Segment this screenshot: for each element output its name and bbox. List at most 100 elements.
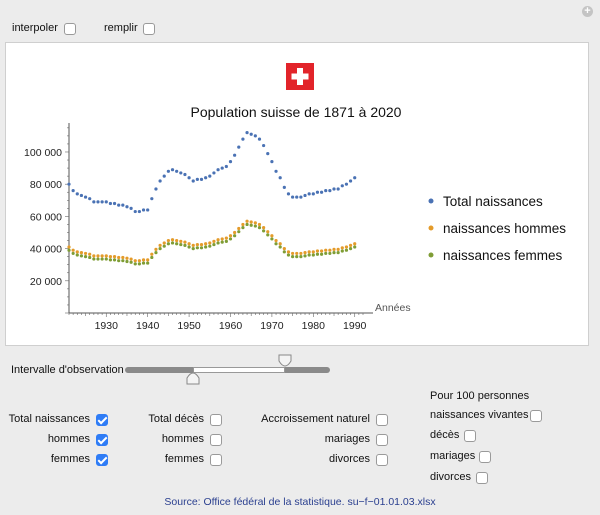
data-point xyxy=(133,259,137,263)
data-point xyxy=(319,252,324,256)
add-icon[interactable]: + xyxy=(582,6,593,17)
remplir-label: remplir xyxy=(104,22,138,34)
data-point xyxy=(212,242,216,247)
x-tick-label: 1980 xyxy=(302,320,326,332)
data-point xyxy=(324,189,328,193)
data-point xyxy=(291,251,295,256)
data-point xyxy=(137,262,141,266)
data-point xyxy=(307,253,311,257)
naissances-femmes-checkbox[interactable] xyxy=(96,454,108,466)
data-point xyxy=(100,200,104,204)
data-point xyxy=(307,250,311,254)
data-point xyxy=(104,254,108,258)
y-tick-label: 60 000 xyxy=(30,211,62,223)
data-point xyxy=(340,184,344,188)
data-point xyxy=(274,169,278,173)
accroissement-naturel-checkbox[interactable] xyxy=(376,414,388,426)
data-point xyxy=(295,251,299,256)
data-point xyxy=(104,200,108,204)
data-point xyxy=(129,206,133,210)
data-point xyxy=(216,238,220,242)
data-point xyxy=(83,255,88,259)
data-point xyxy=(245,222,249,227)
x-tick-label: 1950 xyxy=(177,320,201,332)
data-point xyxy=(187,242,191,246)
naissances-vivantes-checkbox[interactable] xyxy=(530,410,542,422)
data-point xyxy=(141,258,146,262)
data-point xyxy=(170,168,175,172)
slider-high-handle[interactable] xyxy=(277,354,293,370)
deces-femmes-checkbox[interactable] xyxy=(210,454,222,466)
data-point xyxy=(220,166,224,170)
data-point xyxy=(67,248,71,252)
naissances-hommes-checkbox[interactable] xyxy=(96,434,108,446)
legend-label: Total naissances xyxy=(443,194,543,209)
data-point xyxy=(162,174,166,178)
data-point xyxy=(88,255,92,260)
data-point xyxy=(253,221,257,225)
data-point xyxy=(117,203,121,207)
data-point xyxy=(220,240,224,244)
mariages-checkbox[interactable] xyxy=(376,434,388,446)
source-text: Source: Office fédéral de la statistique… xyxy=(164,496,436,508)
legend-marker xyxy=(428,225,434,231)
legend-label: naissances femmes xyxy=(443,248,563,263)
taux-deces-checkbox[interactable] xyxy=(464,430,476,442)
data-point xyxy=(191,179,195,183)
data-point xyxy=(154,251,158,255)
data-point xyxy=(241,226,245,230)
slider-low-handle[interactable] xyxy=(185,369,201,385)
total-naissances-checkbox[interactable] xyxy=(96,414,108,426)
taux-mariages-checkbox[interactable] xyxy=(479,451,491,463)
data-point xyxy=(319,190,324,194)
taux-divorces-checkbox[interactable] xyxy=(476,472,488,484)
data-point xyxy=(295,255,299,259)
data-point xyxy=(249,220,253,224)
deces-hommes-checkbox[interactable] xyxy=(210,434,222,446)
naissances-hommes-label: hommes xyxy=(47,433,90,445)
data-point xyxy=(92,254,96,258)
data-point xyxy=(303,254,307,258)
data-point xyxy=(224,164,228,169)
data-point xyxy=(262,226,266,230)
y-tick-label: 100 000 xyxy=(24,147,62,159)
interpoler-checkbox[interactable] xyxy=(64,23,76,35)
remplir-checkbox[interactable] xyxy=(143,23,155,35)
data-point xyxy=(348,243,353,247)
x-tick-label: 1990 xyxy=(343,320,367,332)
data-point xyxy=(141,208,146,212)
interval-slider[interactable] xyxy=(125,367,330,373)
divorces-checkbox[interactable] xyxy=(376,454,388,466)
data-point xyxy=(282,250,286,254)
data-point xyxy=(83,251,88,256)
data-point xyxy=(96,257,100,261)
data-point xyxy=(311,250,315,254)
data-point xyxy=(125,205,129,209)
data-point xyxy=(183,243,187,247)
data-point xyxy=(278,176,282,180)
data-point xyxy=(216,241,220,245)
data-point xyxy=(121,203,125,207)
total-deces-checkbox[interactable] xyxy=(210,414,222,426)
legend-marker xyxy=(428,252,434,258)
data-point xyxy=(324,248,328,252)
data-point xyxy=(344,182,349,186)
data-point xyxy=(282,185,286,190)
data-point xyxy=(67,245,71,249)
y-tick-label: 20 000 xyxy=(30,276,62,288)
data-point xyxy=(166,242,170,246)
naissances-vivantes-label: naissances vivantes xyxy=(430,409,529,421)
data-point xyxy=(146,261,150,265)
data-point xyxy=(332,251,336,255)
data-point xyxy=(336,187,340,191)
data-point xyxy=(195,177,199,181)
data-point xyxy=(75,192,79,196)
data-point xyxy=(324,251,328,256)
data-point xyxy=(241,137,245,141)
data-point xyxy=(233,234,237,238)
data-point xyxy=(187,176,191,180)
data-point xyxy=(228,234,233,238)
data-point xyxy=(125,256,129,260)
series-0 xyxy=(67,131,357,214)
data-point xyxy=(125,259,129,264)
